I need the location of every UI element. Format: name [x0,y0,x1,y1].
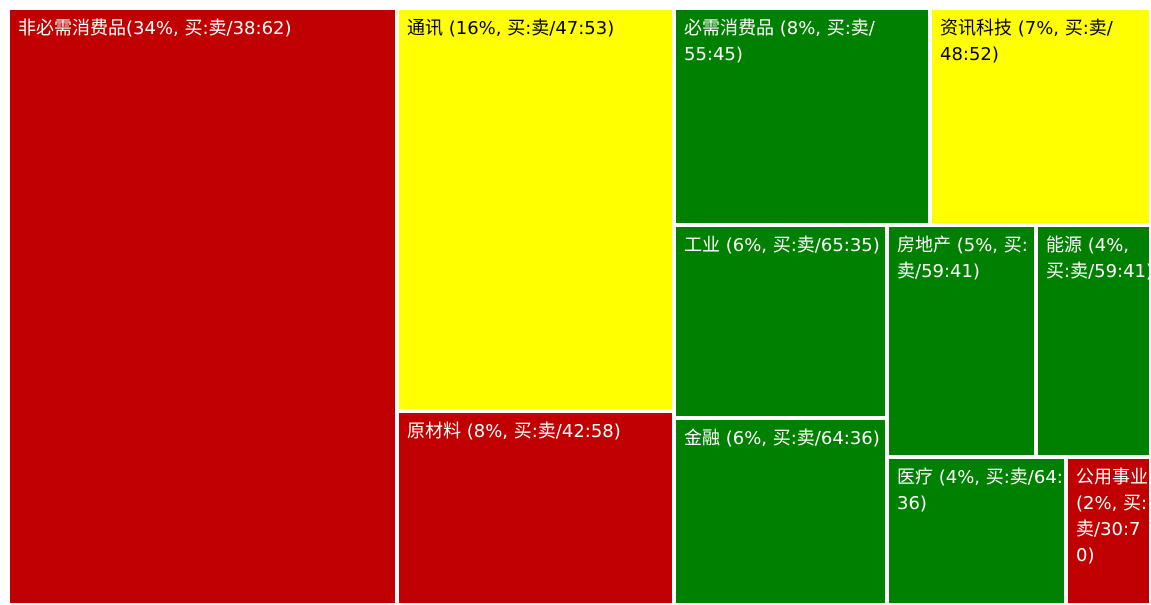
tile-label-consumer-staples: 必需消费品 (8%, 买:卖/55:45) [684,18,875,65]
tile-utilities: 公用事业 (2%, 买:卖/30:70) [1066,457,1151,605]
tile-industrials: 工业 (6%, 买:卖/65:35) [674,225,887,418]
tile-label-communications: 通讯 (16%, 买:卖/47:53) [407,18,615,39]
tile-materials: 原材料 (8%, 买:卖/42:58) [397,411,674,605]
tile-consumer-staples: 必需消费品 (8%, 买:卖/55:45) [674,8,930,225]
tile-information-technology: 资讯科技 (7%, 买:卖/48:52) [930,8,1151,225]
tile-healthcare: 医疗 (4%, 买:卖/64:36) [887,457,1066,605]
tile-label-information-technology: 资讯科技 (7%, 买:卖/48:52) [940,18,1113,65]
tile-label-utilities: 公用事业 (2%, 买:卖/30:70) [1076,467,1148,566]
tile-financials: 金融 (6%, 买:卖/64:36) [674,418,887,605]
tile-label-materials: 原材料 (8%, 买:卖/42:58) [407,421,621,442]
tile-label-healthcare: 医疗 (4%, 买:卖/64:36) [897,467,1063,514]
tile-label-energy: 能源 (4%, 买:卖/59:41) [1046,235,1151,282]
tile-label-real-estate: 房地产 (5%, 买:卖/59:41) [897,235,1028,282]
tile-communications: 通讯 (16%, 买:卖/47:53) [397,8,674,411]
tile-energy: 能源 (4%, 买:卖/59:41) [1036,225,1151,457]
tile-label-industrials: 工业 (6%, 买:卖/65:35) [684,235,880,256]
tile-real-estate: 房地产 (5%, 买:卖/59:41) [887,225,1036,457]
tile-label-financials: 金融 (6%, 买:卖/64:36) [684,428,880,449]
tile-label-consumer-discretionary: 非必需消费品(34%, 买:卖/38:62) [18,18,292,39]
tile-consumer-discretionary: 非必需消费品(34%, 买:卖/38:62) [8,8,397,605]
